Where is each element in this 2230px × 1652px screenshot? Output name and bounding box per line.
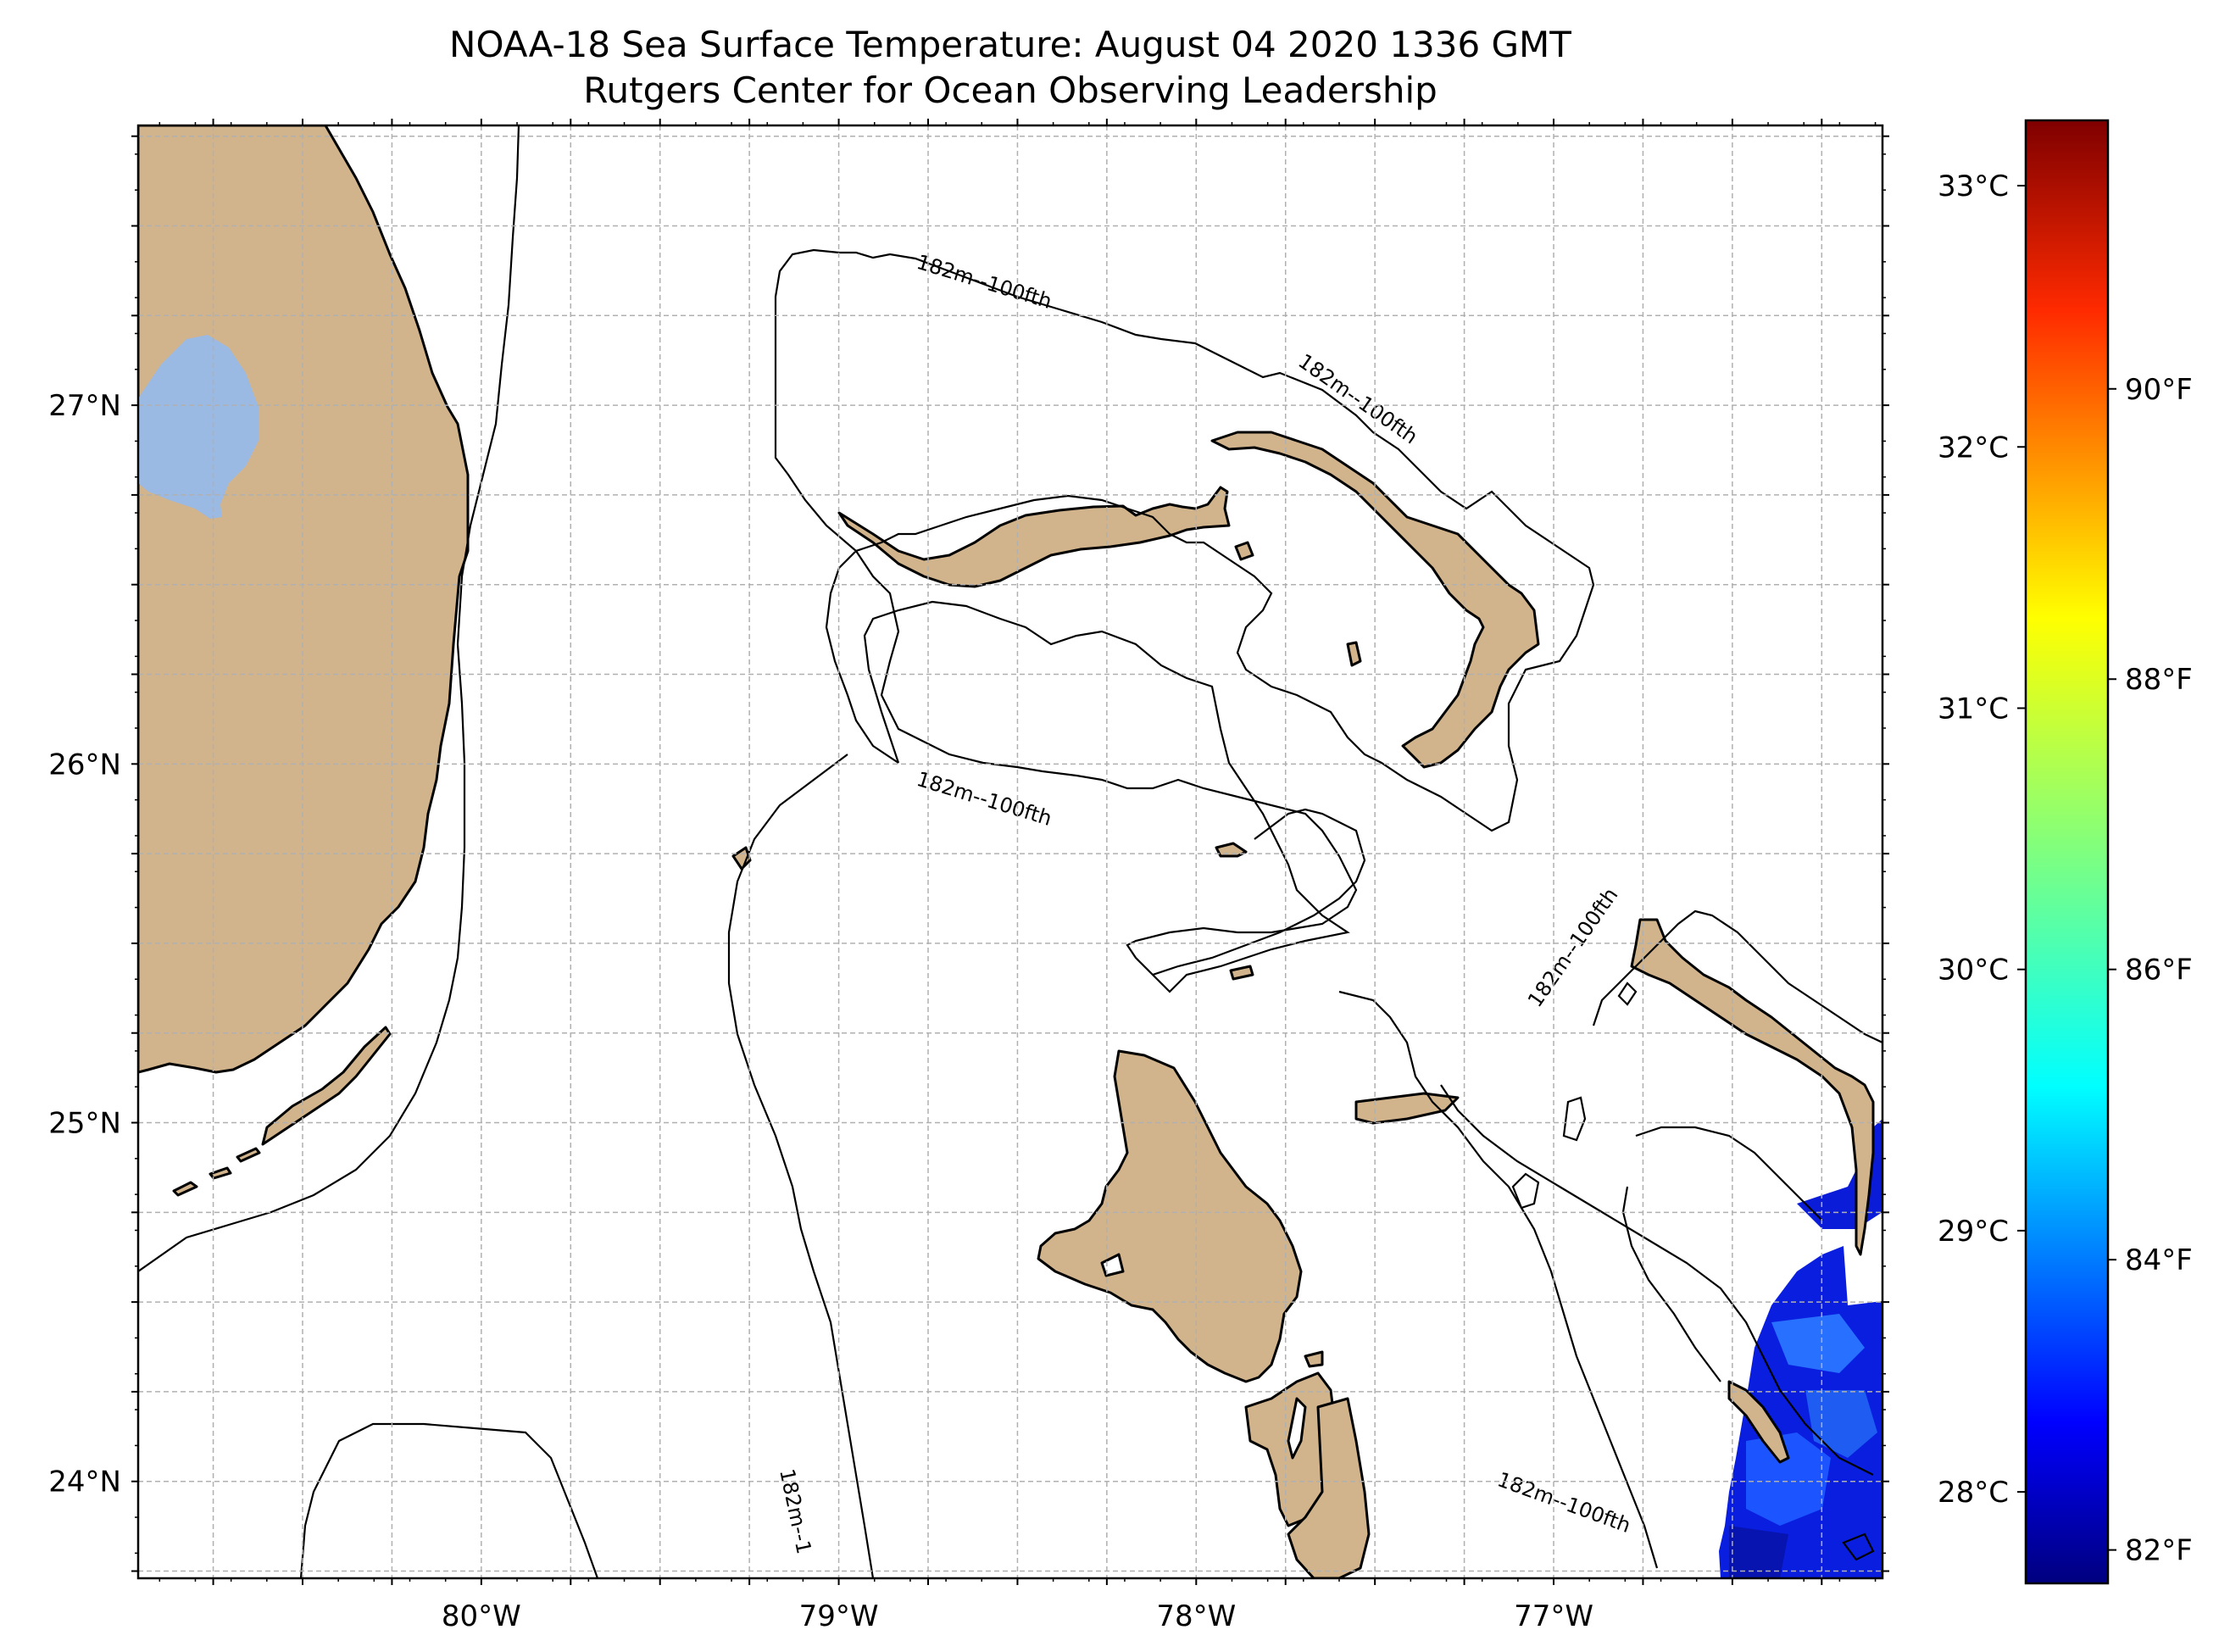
longitude-tick-label: 78°W xyxy=(1156,1599,1236,1633)
longitude-tick-label: 77°W xyxy=(1514,1599,1593,1633)
longitude-tick-label: 79°W xyxy=(799,1599,879,1633)
longitude-labels: 80°W 79°W 78°W 77°W xyxy=(442,1599,1593,1633)
axis-ticks xyxy=(131,119,1889,1585)
latitude-tick-label: 24°N xyxy=(48,1466,121,1499)
colorbar-fahrenheit-label: 84°F xyxy=(2125,1243,2193,1277)
colorbar-gradient xyxy=(2024,119,2110,1585)
colorbar-celsius-label: 33°C xyxy=(1938,170,2009,203)
grand-bahama xyxy=(837,486,1231,588)
colorbar-fahrenheit-label: 88°F xyxy=(2125,663,2193,697)
colorbar-celsius-label: 31°C xyxy=(1938,692,2009,726)
latitude-tick-label: 27°N xyxy=(48,389,121,423)
colorbar-fahrenheit-label: 82°F xyxy=(2125,1534,2193,1568)
andros-island xyxy=(1037,1049,1303,1383)
colorbar: 33°C 32°C 31°C 30°C 29°C 28°C 90°F 88°F 86°F 84°… xyxy=(1938,119,2193,1585)
colorbar-celsius-label: 30°C xyxy=(1938,954,2009,987)
latitude-tick-label: 26°N xyxy=(48,748,121,782)
colorbar-celsius-label: 29°C xyxy=(1938,1215,2009,1249)
colorbar-celsius-label: 32°C xyxy=(1938,431,2009,464)
map-subtitle: Rutgers Center for Ocean Observing Leade… xyxy=(583,70,1438,111)
colorbar-celsius-labels: 33°C 32°C 31°C 30°C 29°C 28°C xyxy=(1938,170,2026,1510)
map-title: NOAA-18 Sea Surface Temperature: August … xyxy=(449,24,1571,65)
gridlines xyxy=(138,125,1882,1578)
map-frame xyxy=(136,124,1884,1580)
sst-data-patch xyxy=(1719,1119,1882,1578)
latitude-tick-label: 25°N xyxy=(48,1107,121,1141)
latitude-labels: 27°N 26°N 25°N 24°N xyxy=(48,389,121,1499)
lake-okeechobee xyxy=(138,335,259,519)
colorbar-fahrenheit-label: 86°F xyxy=(2125,954,2193,987)
bathymetry-contours xyxy=(138,125,1882,1578)
eleuthera xyxy=(1630,918,1875,1256)
florida-keys xyxy=(261,1026,392,1146)
longitude-tick-label: 80°W xyxy=(442,1599,521,1633)
colorbar-fahrenheit-labels: 90°F 88°F 86°F 84°F 82°F xyxy=(2108,373,2193,1568)
colorbar-celsius-label: 28°C xyxy=(1938,1476,2009,1510)
colorbar-fahrenheit-label: 90°F xyxy=(2125,373,2193,407)
